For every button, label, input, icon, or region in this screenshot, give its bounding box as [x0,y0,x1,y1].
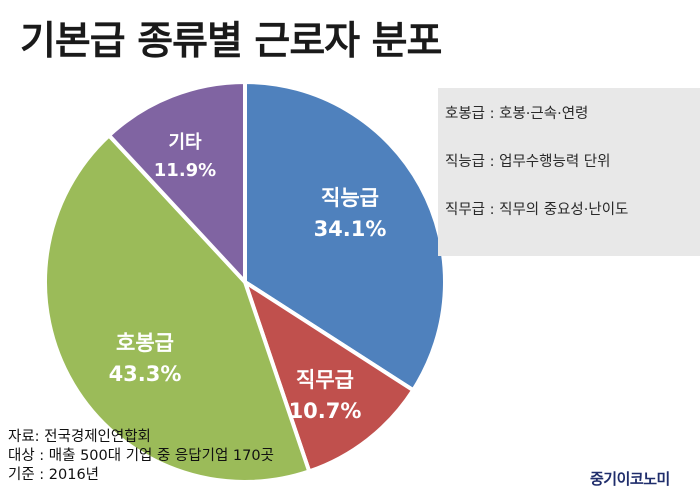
pie-slice-gita [107,80,247,284]
target-note: 대상 : 매출 500대 기업 중 응답기업 170곳 [8,448,274,464]
slice-value-label-jikneung: 34.1% [314,217,387,241]
slice-value-label-gita: 11.9% [154,160,216,181]
pie-slice-hobong [43,133,312,484]
legend-item-jikmu: 직무급 : 직무의 중요성·난이도 [445,202,629,218]
slice-name-label-hobong: 호봉급 [116,331,174,355]
slice-name-label-jikmu: 직무급 [296,368,354,392]
pie-slice-jikmu [243,280,416,474]
source-notes: 자료: 전국경제인연합회 대상 : 매출 500대 기업 중 응답기업 170곳… [8,428,274,485]
pie-labels: 직능급 34.1% 직무급 10.7% 호봉급 43.3% 기타 11.9% [109,132,387,423]
baseline-note: 기준 : 2016년 [8,467,100,483]
chart-title: 기본급 종류별 근로자 분포 [20,19,442,64]
pie-slices [43,80,447,484]
slice-value-label-hobong: 43.3% [109,362,182,386]
legend-box: 호봉급 : 호봉·근속·연령 직능급 : 업무수행능력 단위 직무급 : 직무의… [438,88,700,256]
source-note: 자료: 전국경제인연합회 [8,429,151,445]
legend-item-hobong: 호봉급 : 호봉·근속·연령 [445,106,589,122]
slice-name-label-gita: 기타 [168,132,202,153]
slice-name-label-jikneung: 직능급 [321,186,379,210]
slice-value-label-jikmu: 10.7% [289,399,362,423]
legend-item-jikneung: 직능급 : 업무수행능력 단위 [445,154,611,170]
brand-logo-text: 중기이코노미 [590,470,670,488]
